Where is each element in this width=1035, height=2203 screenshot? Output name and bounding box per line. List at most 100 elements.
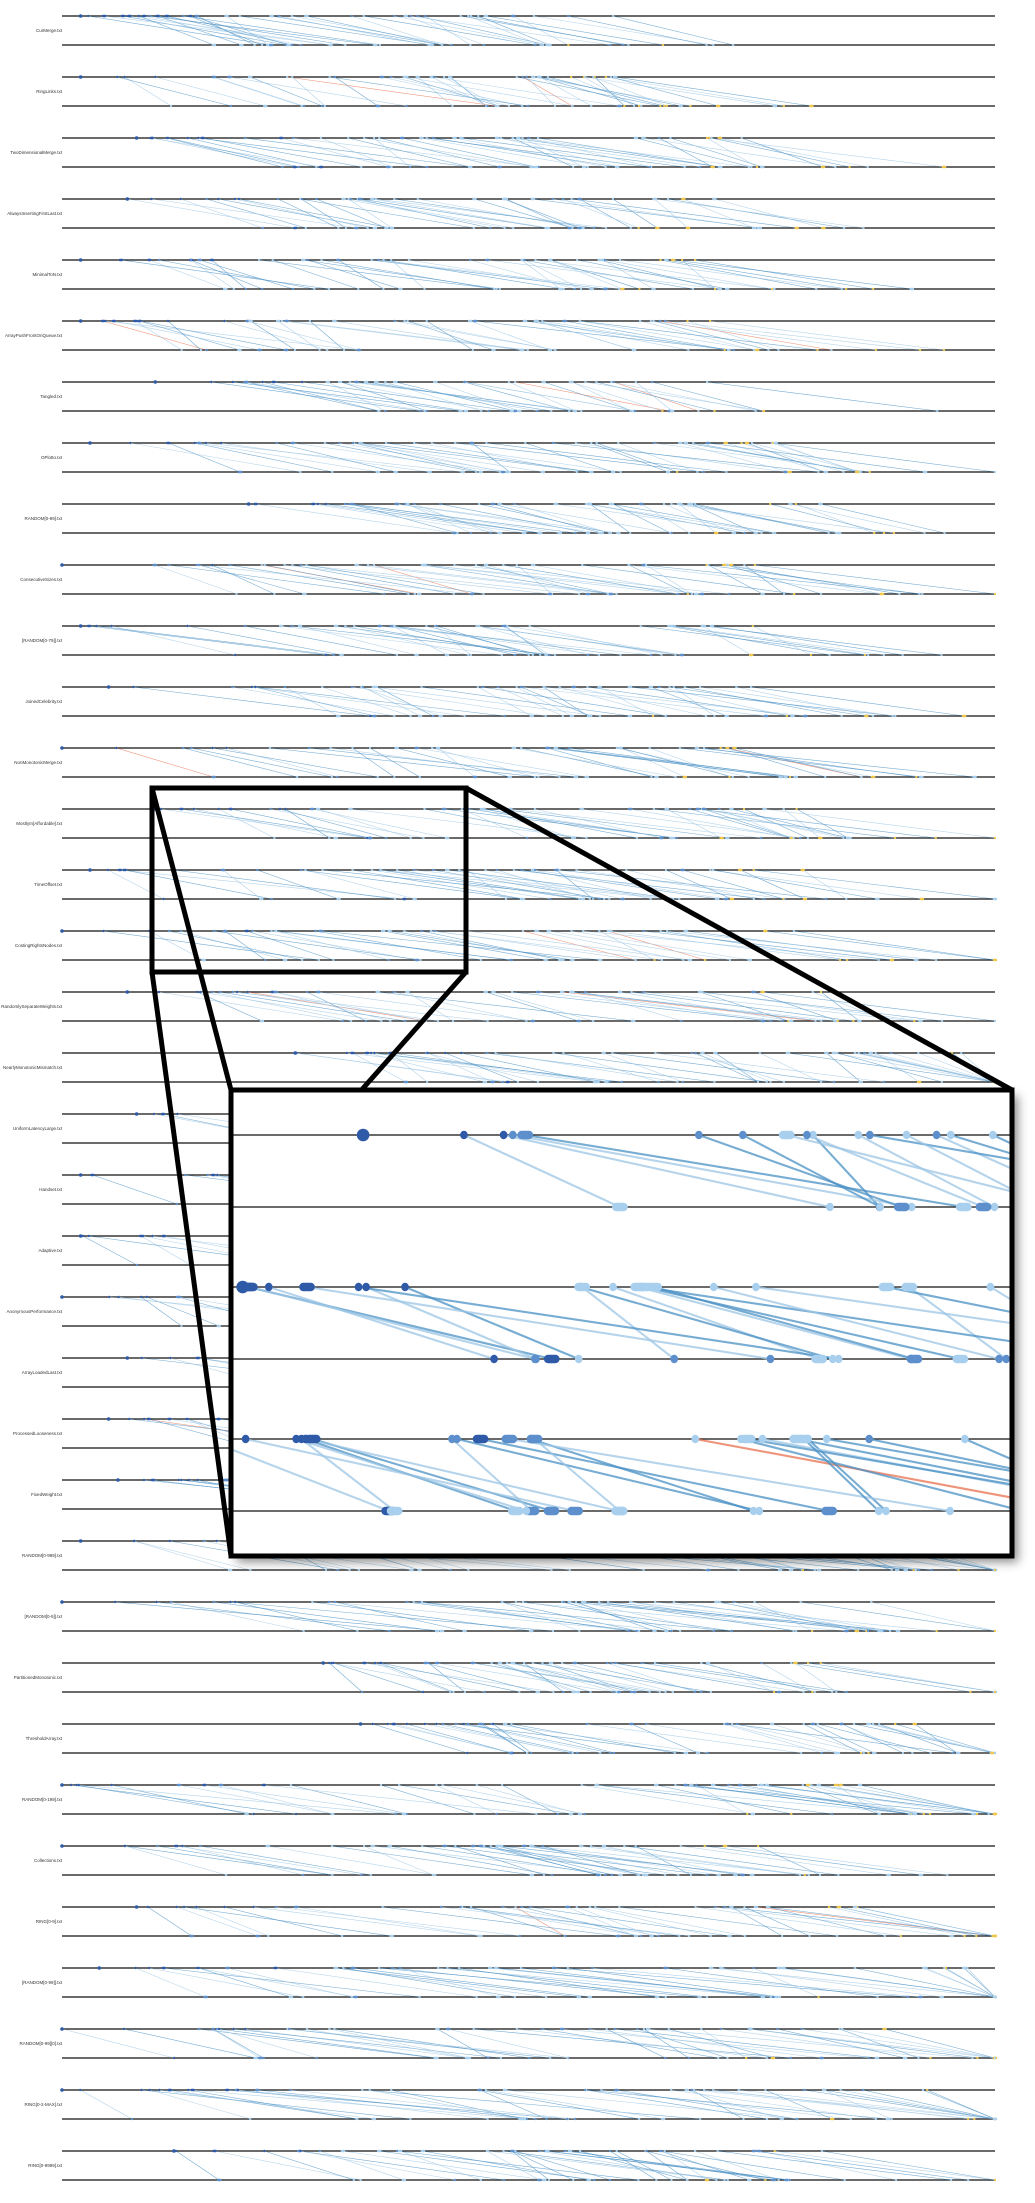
link-line: [520, 686, 591, 717]
link-line: [221, 442, 430, 473]
link-line: [671, 625, 869, 656]
link-line: [562, 198, 639, 229]
timeline-node: [426, 409, 429, 413]
timeline-node: [790, 714, 795, 718]
timeline-node: [709, 1282, 718, 1292]
timeline-node: [290, 43, 294, 47]
link-line: [512, 137, 721, 168]
timeline-node: [328, 75, 331, 79]
link-line: [719, 137, 868, 168]
link-line: [320, 137, 392, 168]
timeline-node: [320, 258, 323, 262]
timeline-node: [579, 287, 583, 291]
timeline-node: [788, 502, 793, 506]
timeline-row: [62, 14, 995, 47]
timeline-node: [499, 1130, 508, 1140]
timeline-node: [599, 714, 602, 718]
timeline-node: [828, 653, 831, 657]
timeline-node: [891, 714, 894, 718]
link-line: [390, 76, 523, 107]
link-line: [613, 503, 671, 534]
timeline-node: [229, 104, 233, 108]
timeline-node: [151, 136, 154, 140]
timeline-node: [705, 43, 708, 47]
link-line: [460, 15, 629, 46]
timeline-node: [651, 287, 656, 291]
link-line: [610, 76, 719, 107]
timeline-node: [834, 165, 837, 169]
link-line: [461, 137, 685, 168]
timeline-node: [547, 592, 553, 596]
timeline-node: [686, 319, 689, 323]
timeline-node: [597, 685, 602, 689]
timeline-node: [347, 136, 350, 140]
link-line: [654, 198, 689, 229]
timeline-node: [264, 1282, 273, 1292]
timeline-node: [568, 409, 571, 413]
timeline-node: [503, 714, 506, 718]
link-line: [291, 15, 452, 46]
link-line: [572, 381, 631, 412]
link-line: [329, 76, 529, 107]
timeline-node: [590, 441, 593, 445]
timeline-node: [561, 714, 565, 718]
timeline-node: [179, 197, 182, 201]
timeline-node: [407, 592, 410, 596]
timeline-node: [186, 136, 189, 140]
timeline-node: [481, 685, 484, 689]
timeline-node: [413, 502, 416, 506]
link-line: [665, 320, 921, 351]
timeline-node: [414, 653, 419, 657]
timeline-node: [257, 348, 262, 352]
link-line: [1029, 1439, 1035, 1511]
timeline-node: [233, 197, 237, 201]
timeline-node: [132, 319, 138, 323]
timeline-node: [497, 104, 500, 108]
timeline-node: [237, 348, 242, 352]
timeline-node: [142, 14, 147, 18]
timeline-node: [823, 470, 829, 474]
timeline-node: [878, 1282, 895, 1292]
link-line: [604, 259, 773, 290]
timeline-node: [472, 197, 477, 201]
link-line: [635, 381, 673, 412]
timeline-node: [297, 165, 300, 169]
link-line: [666, 259, 847, 290]
link-line: [612, 198, 658, 229]
timeline-node: [324, 502, 328, 506]
timeline-node: [154, 75, 157, 79]
link-line: [324, 442, 477, 473]
timeline-node: [383, 592, 386, 596]
timeline-node: [393, 197, 396, 201]
timeline-node: [308, 319, 312, 323]
link-line: [790, 503, 925, 534]
timeline-node: [502, 624, 508, 628]
link-line: [351, 15, 443, 46]
timeline-node: [332, 319, 337, 323]
timeline-node: [152, 563, 158, 567]
timeline-node: [360, 441, 363, 445]
timeline-node: [663, 104, 666, 108]
timeline-node: [547, 226, 551, 230]
link-line: [224, 320, 328, 351]
timeline-node: [652, 319, 655, 323]
link-line: [516, 564, 553, 595]
timeline-node: [281, 165, 284, 169]
timeline-node: [375, 104, 381, 108]
timeline-node: [497, 165, 502, 169]
timeline-node: [422, 563, 427, 567]
timeline-node: [337, 380, 341, 384]
timeline-node: [261, 380, 264, 384]
link-line: [271, 15, 443, 46]
row-links: [255, 503, 945, 534]
timeline-node: [617, 441, 620, 445]
link-line: [650, 320, 876, 351]
link-line: [105, 320, 358, 351]
timeline-node: [680, 502, 683, 506]
link-line: [487, 259, 720, 290]
timeline-node: [511, 136, 515, 140]
link-line: [404, 320, 556, 351]
timeline-node: [344, 624, 347, 628]
timeline-node: [894, 714, 897, 718]
link-line: [683, 198, 755, 229]
